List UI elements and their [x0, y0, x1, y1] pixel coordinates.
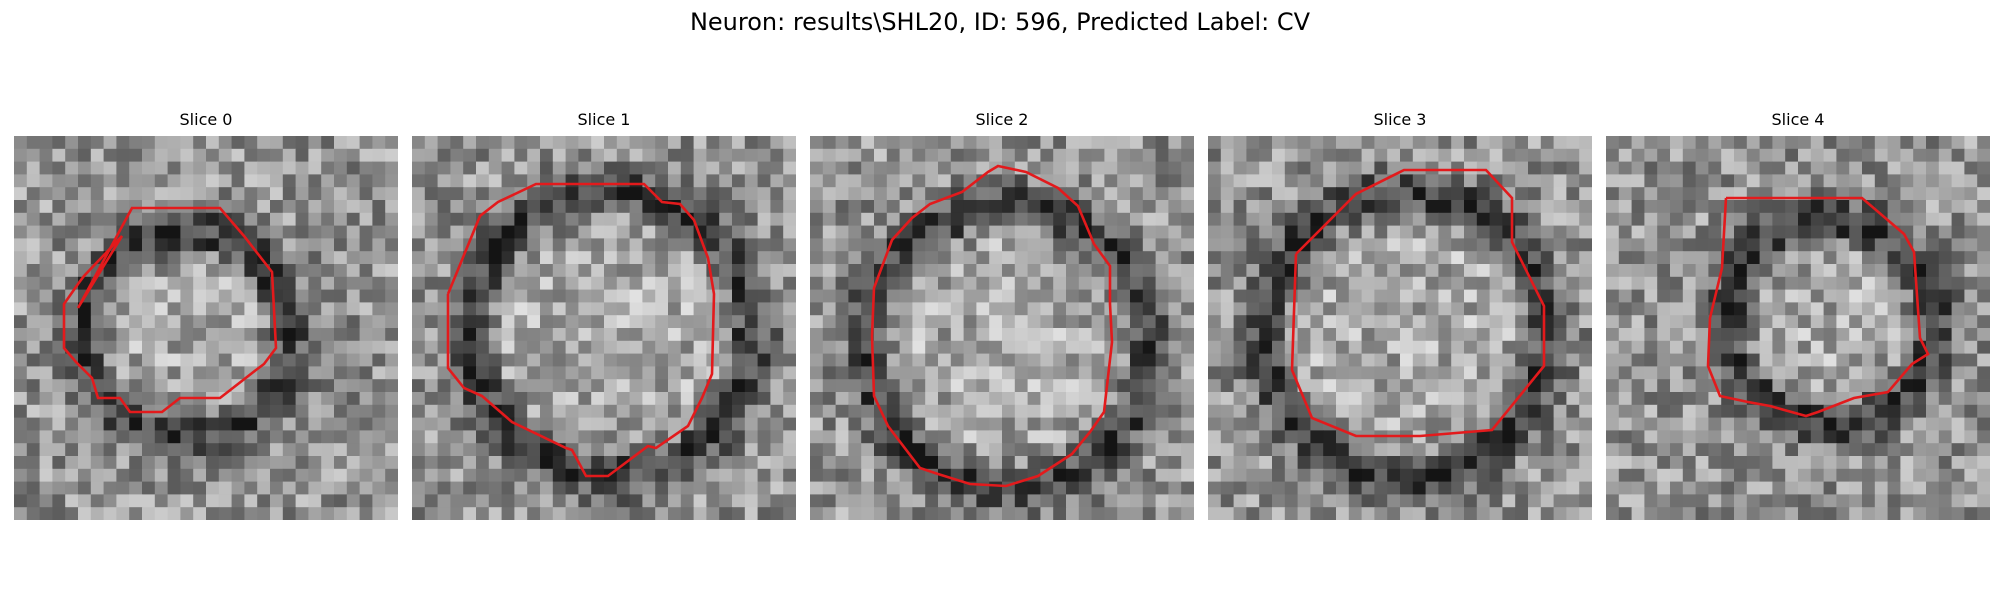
slice-panel-2: Slice 2: [810, 108, 1194, 520]
slice-panel-0: Slice 0: [14, 108, 398, 520]
slice-panel-1: Slice 1: [412, 108, 796, 520]
slice-canvas-0: [14, 136, 398, 520]
slice-image-1: [412, 136, 796, 520]
neuron-contour-0: [62, 206, 278, 414]
neuron-contour-2: [870, 164, 1114, 488]
grayscale-pixels-3: [1208, 136, 1592, 520]
neuron-contour-1: [446, 182, 716, 478]
figure-title: Neuron: results\SHL20, ID: 596, Predicte…: [689, 8, 1311, 36]
slice-title-0: Slice 0: [179, 110, 233, 129]
slice-title-4: Slice 4: [1771, 110, 1825, 129]
neuron-contour-4: [1706, 196, 1930, 418]
grayscale-pixels-4: [1606, 136, 1990, 520]
slice-canvas-4: [1606, 136, 1990, 520]
slice-image-3: [1208, 136, 1592, 520]
slice-canvas-1: [412, 136, 796, 520]
grayscale-pixels-0: [14, 136, 398, 520]
slice-image-4: [1606, 136, 1990, 520]
neuron-contour-3: [1290, 168, 1546, 438]
slice-panel-4: Slice 4: [1606, 108, 1990, 520]
slice-title-1: Slice 1: [577, 110, 631, 129]
slice-title-3: Slice 3: [1373, 110, 1427, 129]
slice-title-2: Slice 2: [975, 110, 1029, 129]
slice-image-0: [14, 136, 398, 520]
slice-canvas-3: [1208, 136, 1592, 520]
slice-panel-3: Slice 3: [1208, 108, 1592, 520]
slice-canvas-2: [810, 136, 1194, 520]
grayscale-pixels-2: [810, 136, 1194, 520]
grayscale-pixels-1: [412, 136, 796, 520]
slice-image-2: [810, 136, 1194, 520]
